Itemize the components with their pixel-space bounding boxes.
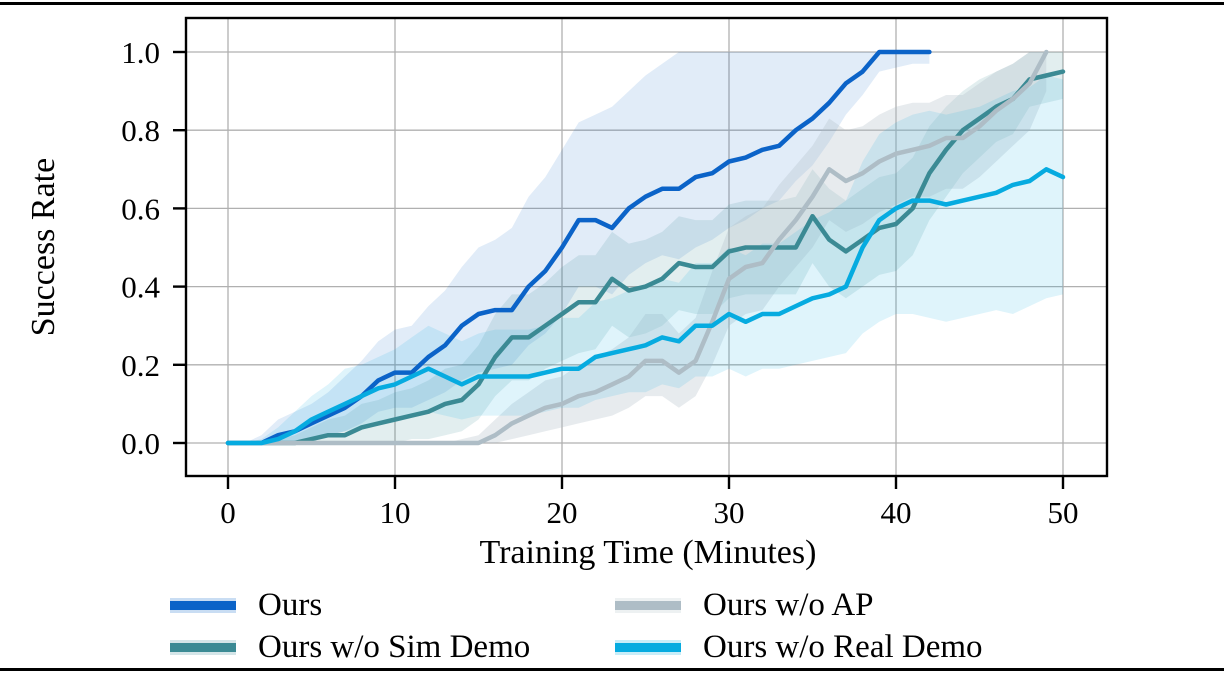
y-axis-label: Success Rate: [25, 157, 62, 337]
legend-item-ours: Ours: [170, 585, 322, 625]
legend-item-ours-wo-sim-demo: Ours w/o Sim Demo: [170, 627, 530, 667]
y-tick-label: 0.4: [121, 270, 160, 305]
confidence-band-1: [228, 52, 1063, 443]
y-tick-label: 0.8: [121, 113, 160, 148]
series-line-0: [225, 49, 932, 446]
legend-swatch-ours-wo-ap: [615, 597, 681, 613]
x-tick-label: 0: [220, 495, 236, 530]
series-line-1: [225, 69, 1066, 446]
legend-label-ours-wo-ap: Ours w/o AP: [703, 587, 874, 623]
y-tick-label: 1.0: [121, 35, 160, 70]
legend-label-ours-wo-sim-demo: Ours w/o Sim Demo: [258, 629, 531, 665]
x-tick-label: 40: [881, 495, 912, 530]
series-line-3: [225, 167, 1066, 446]
series-line-2: [225, 49, 1049, 446]
x-tick-label: 30: [714, 495, 745, 530]
confidence-band-0: [228, 52, 930, 443]
legend-label-ours-wo-real-demo: Ours w/o Real Demo: [703, 629, 983, 665]
legend-item-ours-wo-ap: Ours w/o AP: [615, 585, 874, 625]
legend-swatch-ours-wo-sim-demo: [170, 639, 236, 655]
y-tick-label: 0.0: [121, 426, 160, 461]
x-tick-label: 20: [547, 495, 578, 530]
y-tick-label: 0.2: [121, 348, 160, 383]
y-tick-label: 0.6: [121, 191, 160, 226]
legend-item-ours-wo-real-demo: Ours w/o Real Demo: [615, 627, 983, 667]
bottom-rule: [0, 668, 1224, 671]
legend-swatch-ours: [170, 597, 236, 613]
plot-border: [184, 16, 1109, 478]
x-tick-label: 10: [380, 495, 411, 530]
confidence-band-2: [228, 52, 1047, 443]
legend-label-ours: Ours: [258, 587, 323, 623]
legend-swatch-ours-wo-real-demo: [615, 639, 681, 655]
x-axis-label: Training Time (Minutes): [479, 534, 817, 571]
x-tick-label: 50: [1048, 495, 1079, 530]
top-rule: [0, 2, 1224, 5]
